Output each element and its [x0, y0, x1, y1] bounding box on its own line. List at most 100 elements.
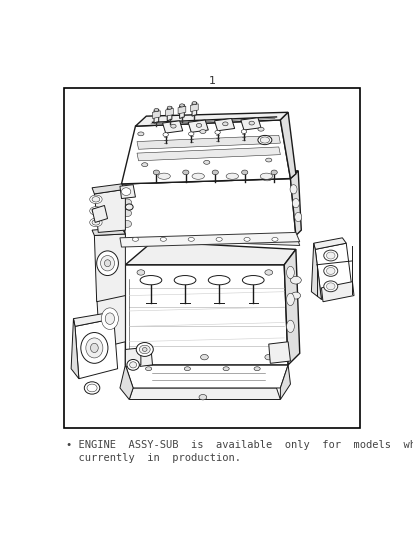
Ellipse shape	[292, 199, 299, 208]
Polygon shape	[120, 365, 133, 400]
Ellipse shape	[257, 128, 263, 131]
Ellipse shape	[242, 275, 263, 285]
Ellipse shape	[85, 338, 103, 358]
Polygon shape	[188, 120, 208, 132]
Polygon shape	[71, 318, 79, 379]
Ellipse shape	[84, 382, 100, 394]
Polygon shape	[92, 228, 125, 236]
Polygon shape	[125, 242, 295, 265]
Ellipse shape	[121, 188, 131, 195]
Ellipse shape	[87, 384, 97, 392]
Ellipse shape	[136, 343, 153, 356]
Ellipse shape	[163, 133, 168, 137]
Polygon shape	[190, 104, 198, 111]
Ellipse shape	[90, 343, 98, 352]
Ellipse shape	[160, 237, 166, 241]
Ellipse shape	[142, 348, 147, 351]
Bar	[64, 88, 359, 428]
Polygon shape	[125, 265, 287, 365]
Polygon shape	[162, 121, 182, 133]
Ellipse shape	[251, 233, 276, 241]
Ellipse shape	[286, 293, 294, 306]
Ellipse shape	[153, 170, 159, 175]
Ellipse shape	[141, 162, 147, 167]
Ellipse shape	[137, 355, 145, 360]
Ellipse shape	[92, 220, 100, 225]
Ellipse shape	[192, 173, 204, 179]
Ellipse shape	[97, 251, 118, 275]
Polygon shape	[135, 112, 287, 126]
Polygon shape	[280, 112, 295, 179]
Ellipse shape	[125, 204, 133, 210]
Polygon shape	[121, 120, 290, 184]
Ellipse shape	[157, 173, 170, 179]
Polygon shape	[120, 232, 299, 247]
Ellipse shape	[170, 124, 176, 128]
Ellipse shape	[81, 332, 108, 363]
Polygon shape	[290, 171, 301, 236]
Ellipse shape	[214, 130, 220, 134]
Ellipse shape	[155, 176, 164, 181]
Ellipse shape	[188, 237, 194, 241]
Polygon shape	[311, 243, 320, 300]
Polygon shape	[280, 365, 290, 400]
Ellipse shape	[90, 218, 102, 226]
Polygon shape	[313, 238, 345, 249]
Ellipse shape	[326, 252, 334, 259]
Ellipse shape	[182, 170, 188, 175]
Ellipse shape	[122, 199, 131, 206]
Ellipse shape	[132, 237, 138, 241]
Ellipse shape	[223, 367, 229, 371]
Ellipse shape	[217, 233, 242, 241]
Ellipse shape	[92, 196, 100, 202]
Polygon shape	[75, 318, 117, 379]
Ellipse shape	[290, 185, 296, 194]
Ellipse shape	[254, 367, 260, 371]
Text: currently  in  production.: currently in production.	[66, 452, 240, 463]
Ellipse shape	[179, 104, 184, 107]
Ellipse shape	[149, 233, 174, 241]
Ellipse shape	[139, 345, 150, 353]
Polygon shape	[320, 282, 353, 302]
Ellipse shape	[92, 208, 100, 214]
Polygon shape	[268, 342, 290, 363]
Ellipse shape	[323, 266, 337, 277]
Ellipse shape	[265, 158, 271, 162]
Text: • ENGINE  ASSY-SUB  is  available  only  for  models  which  are: • ENGINE ASSY-SUB is available only for …	[66, 440, 413, 450]
Ellipse shape	[271, 237, 278, 241]
Ellipse shape	[196, 123, 201, 128]
Polygon shape	[167, 107, 171, 121]
Ellipse shape	[264, 270, 272, 275]
Ellipse shape	[222, 122, 228, 126]
Ellipse shape	[260, 173, 272, 179]
Polygon shape	[284, 249, 299, 365]
Ellipse shape	[129, 362, 136, 368]
Ellipse shape	[167, 106, 171, 109]
Ellipse shape	[138, 132, 144, 136]
Polygon shape	[94, 189, 125, 232]
Ellipse shape	[122, 221, 131, 228]
Polygon shape	[92, 184, 125, 194]
Ellipse shape	[203, 160, 209, 164]
Ellipse shape	[90, 207, 102, 215]
Ellipse shape	[140, 275, 161, 285]
Polygon shape	[165, 109, 173, 116]
Text: 1: 1	[208, 76, 215, 87]
Ellipse shape	[127, 359, 139, 370]
Ellipse shape	[262, 176, 271, 181]
Ellipse shape	[154, 109, 158, 111]
Ellipse shape	[323, 281, 337, 292]
Ellipse shape	[188, 132, 194, 136]
Ellipse shape	[184, 367, 190, 371]
Polygon shape	[73, 313, 114, 327]
Ellipse shape	[104, 260, 110, 267]
Ellipse shape	[260, 137, 269, 143]
Polygon shape	[125, 348, 140, 366]
Ellipse shape	[290, 277, 301, 284]
Polygon shape	[179, 104, 184, 118]
Ellipse shape	[241, 130, 246, 133]
Ellipse shape	[137, 270, 145, 275]
Polygon shape	[125, 365, 287, 388]
Ellipse shape	[271, 170, 277, 175]
Ellipse shape	[225, 173, 238, 179]
